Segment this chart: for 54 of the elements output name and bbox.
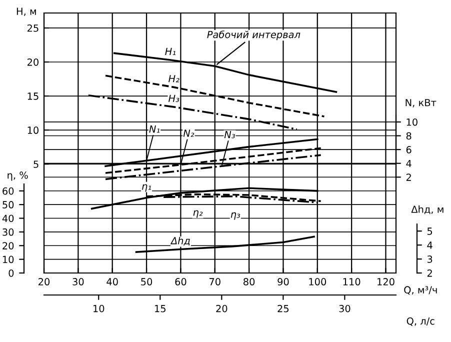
- y3-axis-title: η, %: [8, 171, 28, 181]
- text: N₃: [224, 130, 235, 138]
- x2-tick-label: 15: [155, 305, 166, 312]
- y2-tick-label: 6: [406, 146, 412, 154]
- text: N₂: [183, 130, 194, 137]
- y-tick-label: 2: [427, 269, 432, 277]
- x-axis-title: Q, м³/ч: [404, 286, 437, 295]
- y3-tick-label: 30: [2, 228, 14, 236]
- series-label: H₁: [165, 48, 176, 55]
- x2-tick-label: 20: [216, 304, 228, 312]
- y2-tick-label: 8: [406, 132, 412, 140]
- y3-tick-label: 40: [2, 214, 14, 222]
- x2-tick-label: 10: [94, 304, 104, 312]
- x2-tick-label: 25: [278, 304, 289, 312]
- text: N₁: [149, 125, 160, 133]
- x-tick-label: 20: [38, 278, 50, 286]
- y2-tick-label: 4: [406, 160, 412, 168]
- y-tick-label: 20: [27, 58, 38, 66]
- y-axis-title: Δhд, м: [411, 205, 444, 214]
- annotation: Рабочий интервал: [207, 30, 300, 40]
- x2-axis-title: Q, л/с: [406, 317, 434, 326]
- x-tick-label: 110: [343, 278, 360, 286]
- x-tick-label: 80: [244, 278, 255, 286]
- y-tick-label: 5: [34, 160, 38, 168]
- x-tick-label: 50: [141, 278, 152, 286]
- y-axis-title: H, м: [16, 8, 36, 16]
- series-label: η₃: [230, 212, 240, 220]
- y2-tick-label: 10: [406, 118, 418, 126]
- x2-tick-label: 30: [339, 304, 350, 312]
- x-tick-label: 70: [209, 278, 220, 286]
- y2-axis-title: N, кВт: [406, 99, 436, 108]
- y3-tick-label: 10: [2, 256, 14, 264]
- y-tick-label: 10: [28, 126, 38, 134]
- y3-tick-label: 0: [8, 269, 14, 277]
- y-tick-label: 3: [427, 256, 432, 263]
- y3-tick-label: 20: [2, 242, 14, 250]
- x-tick-label: 100: [309, 278, 326, 286]
- series-label: H₃: [168, 94, 180, 102]
- x-tick-label: 120: [378, 278, 394, 286]
- series-label: η₂: [193, 210, 203, 218]
- y3-tick-label: 50: [2, 201, 14, 208]
- x-tick-label: 90: [278, 278, 289, 286]
- series-label: η₁: [142, 184, 152, 192]
- x-tick-label: 60: [175, 278, 186, 286]
- y-tick-label: 25: [27, 24, 38, 32]
- series-label: Δhд: [170, 236, 190, 246]
- y2-tick-label: 2: [406, 174, 411, 181]
- y-tick-label: 15: [28, 92, 38, 100]
- series-label: H₂: [168, 75, 180, 82]
- y-tick-label: 5: [427, 228, 432, 235]
- x-tick-label: 40: [106, 278, 118, 286]
- x-tick-label: 30: [72, 278, 84, 286]
- y3-tick-label: 60: [2, 187, 14, 195]
- y-tick-label: 4: [427, 242, 432, 249]
